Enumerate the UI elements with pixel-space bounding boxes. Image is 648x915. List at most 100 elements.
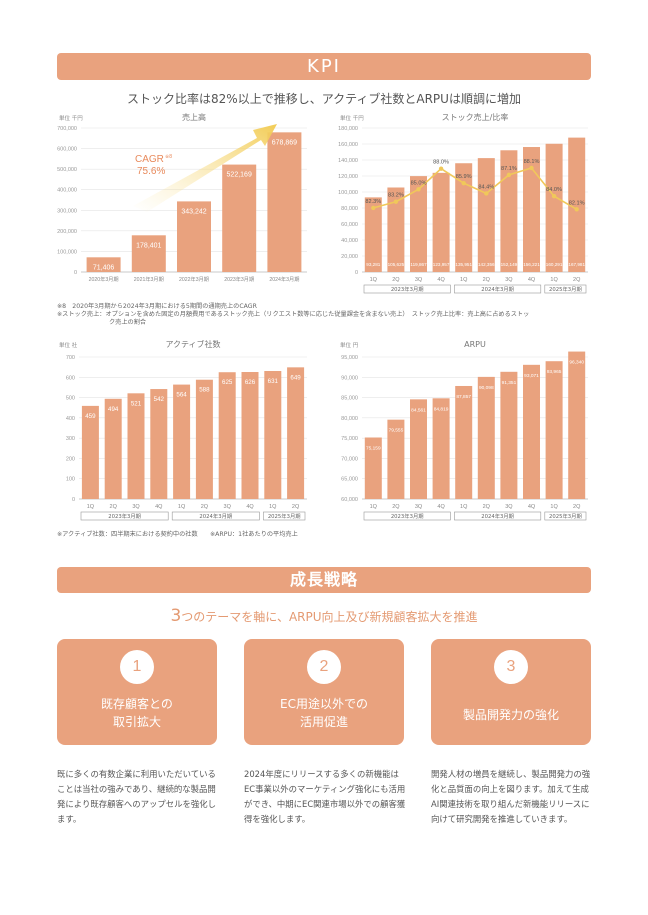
bar — [104, 398, 122, 499]
bar — [568, 137, 586, 272]
data-label: 160,291 — [546, 262, 563, 267]
ratio-point — [393, 199, 399, 204]
x-tick-label: 2Q — [392, 504, 400, 510]
x-tick-label: 1Q — [550, 504, 558, 510]
x-tick-label: 2021年3月期 — [134, 275, 164, 283]
period-box — [363, 284, 451, 294]
bar — [364, 197, 382, 272]
bar — [387, 419, 405, 499]
data-label: 91,351 — [502, 380, 517, 386]
arpu-chart: ARPU 単位 円 60,000 65,000 70,000 75,000 80,000 85… — [338, 338, 594, 530]
x-tick-label: 3Q — [505, 277, 513, 283]
bottom-notes: ※アクティブ社数：四半期末における契約中の社数 ※ARPU：1社あたりの平均売上 — [57, 531, 298, 538]
data-label: 90,098 — [479, 385, 494, 391]
x-tick-label: 3Q — [415, 277, 423, 283]
x-tick-label: 2Q — [110, 504, 118, 510]
y-tick-label: 400 — [66, 416, 75, 422]
period-box — [454, 511, 542, 521]
y-tick-label: 200,000 — [57, 229, 77, 235]
data-label: 119,867 — [410, 262, 427, 267]
x-tick-label: 3Q — [224, 504, 232, 510]
chart-unit: 単位 千円 — [59, 114, 83, 122]
y-tick-label: 100,000 — [338, 190, 358, 196]
x-tick-label: 2Q — [392, 277, 400, 283]
x-tick-label: 2Q — [483, 504, 491, 510]
x-tick-label: 1Q — [550, 277, 558, 283]
data-label: 678,869 — [272, 139, 297, 146]
data-label: 522,169 — [227, 172, 252, 179]
stock-sales-chart: ストック売上/比率 単位 千円 0 20,000 40,000 60,000 80,000 1… — [338, 108, 594, 300]
x-tick-label: 2Q — [573, 504, 581, 510]
data-label: 343,242 — [181, 208, 206, 215]
growth-subtitle: 3つのテーマを軸に、ARPU向上及び新規顧客拡大を推進 — [57, 606, 591, 626]
bar — [177, 201, 211, 272]
y-tick-label: 80,000 — [341, 416, 358, 422]
bar — [477, 158, 495, 272]
strategy-title-2-line1: EC用途以外での — [280, 697, 368, 711]
period-label: 2025年3月期 — [268, 512, 301, 520]
period-box — [80, 511, 169, 521]
data-label: 459 — [85, 413, 96, 420]
growth-subtitle-text: つのテーマを軸に、ARPU向上及び新規顧客拡大を推進 — [181, 610, 478, 624]
strategy-desc-2: 2024年度にリリースする多くの新機能はEC事業以外のマーケティング強化にも活用… — [244, 769, 406, 824]
kpi-subtitle: ストック比率は82%以上で推移し、アクティブ社数とARPUは順調に増加 — [127, 92, 521, 106]
strategy-desc-3: 開発人材の増員を継続し、製品開発力の強化と品質面の向上を図ります。加えて生成AI… — [431, 769, 591, 824]
bar — [545, 361, 563, 499]
period-box — [454, 284, 542, 294]
period-box — [263, 511, 306, 521]
period-box — [171, 511, 260, 521]
bar — [222, 164, 257, 272]
ratio-label: 85.0% — [411, 180, 427, 186]
bar — [131, 235, 166, 272]
data-label: 96,340 — [569, 360, 584, 366]
y-tick-label: 70,000 — [341, 456, 358, 462]
y-tick-label: 300,000 — [57, 208, 77, 214]
note-stock: ※ストック売上：オプションを含めた固定の月額費用であるストック売上（リクエスト数… — [57, 311, 530, 319]
ratio-label: 85.9% — [456, 174, 472, 180]
ratio-label: 83.2% — [388, 193, 404, 199]
y-tick-label: 160,000 — [338, 142, 358, 148]
chart-title: ARPU — [464, 340, 486, 349]
x-tick-label: 4Q — [437, 504, 445, 510]
y-tick-label: 65,000 — [341, 477, 358, 483]
ratio-point — [371, 205, 376, 211]
ratio-point — [574, 207, 579, 212]
active-companies-chart: アクティブ社数 単位 社 0 100 200 300 400 500 600 700 459 1Q 49… — [57, 338, 313, 530]
y-tick-label: 500 — [66, 396, 75, 402]
bar — [218, 372, 236, 499]
strategy-card-2: 2 EC用途以外での 活用促進 — [244, 639, 404, 745]
strategy-title-1: 既存顧客との 取引拡大 — [57, 695, 217, 731]
data-label: 167,981 — [568, 262, 585, 267]
period-label: 2023年3月期 — [391, 512, 424, 520]
x-tick-label: 3Q — [415, 504, 423, 510]
data-label: 87,857 — [456, 394, 471, 400]
data-label: 71,406 — [93, 264, 115, 271]
bar — [81, 405, 99, 499]
data-label: 542 — [154, 396, 165, 403]
x-tick-label: 1Q — [460, 277, 468, 283]
x-tick-label: 4Q — [528, 504, 536, 510]
bar — [150, 389, 168, 499]
x-tick-label: 2Q — [483, 277, 491, 283]
period-label: 2025年3月期 — [549, 285, 582, 293]
bar — [477, 376, 495, 499]
x-tick-label: 2Q — [292, 504, 300, 510]
bar — [241, 372, 259, 499]
x-tick-label: 2020年3月期 — [89, 275, 119, 283]
bar — [523, 364, 540, 499]
x-tick-label: 4Q — [246, 504, 254, 510]
strategy-title-1-line1: 既存顧客との — [101, 697, 173, 711]
growth-subtitle-number: 3 — [170, 606, 182, 626]
period-label: 2024年3月期 — [481, 285, 514, 293]
ratio-point — [484, 191, 489, 196]
bar — [410, 399, 427, 499]
bar — [523, 147, 540, 272]
ratio-label: 82.3% — [365, 199, 381, 205]
data-label: 105,625 — [388, 262, 405, 267]
bar — [410, 176, 427, 272]
data-label: 156,221 — [523, 262, 540, 267]
data-label: 564 — [176, 392, 187, 399]
strategy-title-1-line2: 取引拡大 — [112, 715, 161, 729]
chart-title: ストック売上/比率 — [442, 112, 509, 122]
ratio-label: 88.0% — [433, 160, 449, 166]
